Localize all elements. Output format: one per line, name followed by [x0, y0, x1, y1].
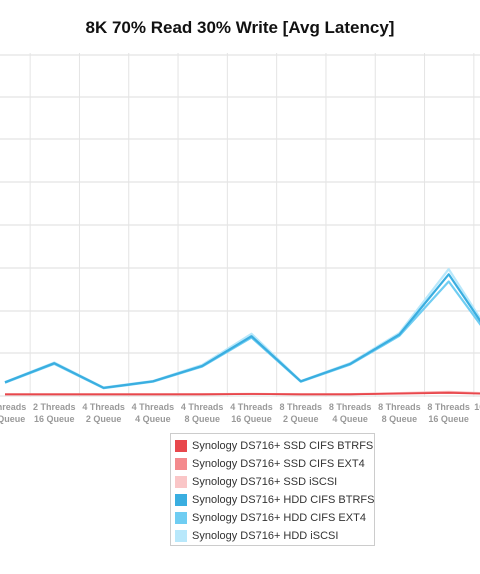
x-tick-label: 8 Threads — [329, 402, 372, 412]
chart-series — [4, 268, 480, 396]
legend-swatch — [175, 512, 187, 524]
legend-swatch — [175, 530, 187, 542]
x-tick-label: 16 Threads — [474, 402, 480, 412]
legend-swatch — [175, 494, 187, 506]
legend-swatch — [175, 476, 187, 488]
legend-swatch — [175, 440, 187, 452]
x-tick-label: 8 Threads — [280, 402, 323, 412]
x-tick-label: 8 Queue — [184, 414, 220, 424]
x-tick-label: 2 Threads — [33, 402, 76, 412]
legend-label: Synology DS716+ SSD CIFS BTRFS — [192, 440, 374, 452]
legend-swatch — [175, 458, 187, 470]
legend-label: Synology DS716+ HDD iSCSI — [192, 530, 339, 542]
legend-label: Synology DS716+ HDD CIFS EXT4 — [192, 512, 366, 524]
x-tick-label: 2 Queue — [283, 414, 319, 424]
x-tick-label: 8 Threads — [427, 402, 470, 412]
legend-item[interactable]: Synology DS716+ HDD CIFS EXT4 — [175, 509, 374, 527]
x-tick-label: 8 Queue — [382, 414, 418, 424]
x-tick-label: 16 Queue — [0, 414, 25, 424]
legend-item[interactable]: Synology DS716+ SSD iSCSI — [175, 473, 374, 491]
x-tick-label: 4 Threads — [181, 402, 224, 412]
x-tick-label: 4 Threads — [132, 402, 175, 412]
legend-label: Synology DS716+ SSD CIFS EXT4 — [192, 458, 365, 470]
x-tick-label: 4 Threads — [230, 402, 273, 412]
legend-label: Synology DS716+ HDD CIFS BTRFS — [192, 494, 375, 506]
series-line-6 — [4, 268, 480, 389]
x-tick-label: 4 Queue — [332, 414, 368, 424]
series-line-4 — [4, 273, 480, 389]
x-tick-label: 4 Threads — [82, 402, 125, 412]
x-tick-label: 8 Threads — [378, 402, 421, 412]
legend-label: Synology DS716+ SSD iSCSI — [192, 476, 338, 488]
legend-item[interactable]: Synology DS716+ SSD CIFS BTRFS — [175, 437, 374, 455]
x-tick-label: 16 Queue — [34, 414, 75, 424]
x-tick-label: 1 Threads — [0, 402, 26, 412]
legend-item[interactable]: Synology DS716+ SSD CIFS EXT4 — [175, 455, 374, 473]
series-line-1 — [5, 391, 480, 396]
x-tick-label: 2 Queue — [86, 414, 122, 424]
chart-title: 8K 70% Read 30% Write [Avg Latency] — [85, 18, 395, 37]
x-tick-label: 16 Queue — [428, 414, 469, 424]
x-tick-label: 16 Queue — [231, 414, 272, 424]
legend-item[interactable]: Synology DS716+ HDD CIFS BTRFS — [175, 491, 374, 509]
legend-item[interactable]: Synology DS716+ HDD iSCSI — [175, 527, 374, 545]
x-tick-label: 4 Queue — [135, 414, 171, 424]
chart-legend: Synology DS716+ SSD CIFS BTRFS Synology D… — [170, 433, 375, 546]
x-axis-ticks: 1 Threads 16 Queue 2 Threads 16 Queue 4 Thre… — [0, 402, 480, 424]
series-line-5 — [4, 280, 480, 390]
chart-grid — [0, 53, 480, 397]
